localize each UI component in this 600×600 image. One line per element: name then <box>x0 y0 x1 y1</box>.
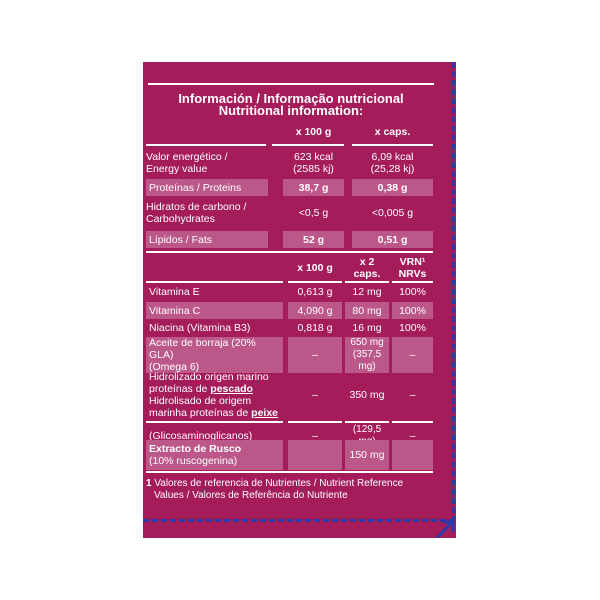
dashed-guide-horizontal <box>143 519 455 522</box>
row-label: Vitamina E <box>149 285 200 298</box>
value <box>288 440 342 470</box>
value: 12 mg <box>352 285 382 298</box>
value: – <box>392 337 433 373</box>
value: 52 g <box>283 231 344 248</box>
value: 16 mg <box>352 321 382 334</box>
value: <0,5 g <box>298 207 329 219</box>
value: 100% <box>399 285 426 298</box>
value: – <box>288 337 342 373</box>
value: 38,7 g <box>283 179 344 196</box>
divider <box>148 83 434 85</box>
footnote: 1 Valores de referencia de Nutrientes / … <box>146 478 404 501</box>
value: 4,090 g <box>288 302 342 319</box>
row-label: Hidratos de carbono / Carbohydrates <box>146 201 247 225</box>
value: 650 mg (357,5 mg) <box>345 337 389 373</box>
value: – <box>312 389 318 401</box>
value: 0,51 g <box>352 231 433 248</box>
nutrition-panel: Información / Informação nutricional Nut… <box>143 62 456 538</box>
value: 623 kcal (2585 kj) <box>293 151 334 175</box>
row-label: Aceite de borraja (20% GLA) (Omega 6) <box>146 337 283 373</box>
title-line1: Información / Informação nutricional <box>178 91 404 106</box>
row-label: Niacina (Vitamina B3) <box>149 321 251 334</box>
row-label: Vitamina C <box>146 302 283 319</box>
table-row: Niacina (Vitamina B3) 0,818 g 16 mg 100% <box>146 320 433 335</box>
value: – <box>312 430 318 442</box>
value: 100% <box>399 321 426 334</box>
col-header: x 2 caps. <box>353 256 381 280</box>
table-row: Lípidos / Fats 52 g 0,51 g <box>146 231 433 248</box>
value: 0,613 g <box>297 285 333 298</box>
col-header: x 100 g <box>297 262 333 274</box>
table-row: Vitamina E 0,613 g 12 mg 100% <box>146 284 433 299</box>
table2-header: x 100 g x 2 caps. VRN¹ NRVs <box>146 255 433 281</box>
value: 80 mg <box>345 302 389 319</box>
row-label: (Glicosaminoglicanos) <box>149 430 253 442</box>
row-label: Valor energético / Energy value <box>146 151 228 175</box>
table1-header: x 100 g x caps. <box>146 125 433 139</box>
table-row: Vitamina C 4,090 g 80 mg 100% <box>146 302 433 319</box>
table-row: (Glicosaminoglicanos) – (129,5 mg) – <box>146 424 433 447</box>
value: 0,38 g <box>352 179 433 196</box>
col-header: x caps. <box>374 126 411 138</box>
arrow-icon <box>435 520 455 538</box>
table-row: Aceite de borraja (20% GLA) (Omega 6) – 6… <box>146 337 433 373</box>
value: – <box>409 430 416 442</box>
value: 0,818 g <box>297 321 333 334</box>
value: 350 mg <box>349 389 385 401</box>
value: 100% <box>392 302 433 319</box>
value <box>392 440 433 470</box>
dashed-guide-vertical <box>452 62 455 522</box>
table-row: Extracto de Rusco (10% ruscogenina) 150 m… <box>146 440 433 470</box>
table-row: Hidratos de carbono / Carbohydrates <0,5 … <box>146 200 433 226</box>
col-header: VRN¹ NRVs <box>398 256 427 280</box>
row-label: Extracto de Rusco (10% ruscogenina) <box>146 440 283 470</box>
title-line2: Nutritional information: <box>218 103 364 118</box>
value: 6,09 kcal (25,28 kj) <box>370 151 415 175</box>
row-label: Hidrolizado origen marino proteínas de pe… <box>149 371 279 419</box>
value: <0,005 g <box>371 207 414 219</box>
row-label: Lípidos / Fats <box>146 231 268 248</box>
table-row: Hidrolizado origen marino proteínas de pe… <box>146 371 433 419</box>
value: 150 mg <box>345 440 389 470</box>
table-row: Valor energético / Energy value 623 kcal(… <box>146 150 433 176</box>
table-row: Proteínas / Proteins 38,7 g 0,38 g <box>146 179 433 196</box>
col-header: x 100 g <box>295 126 332 138</box>
value: – <box>409 389 416 401</box>
row-label: Proteínas / Proteins <box>146 179 268 196</box>
